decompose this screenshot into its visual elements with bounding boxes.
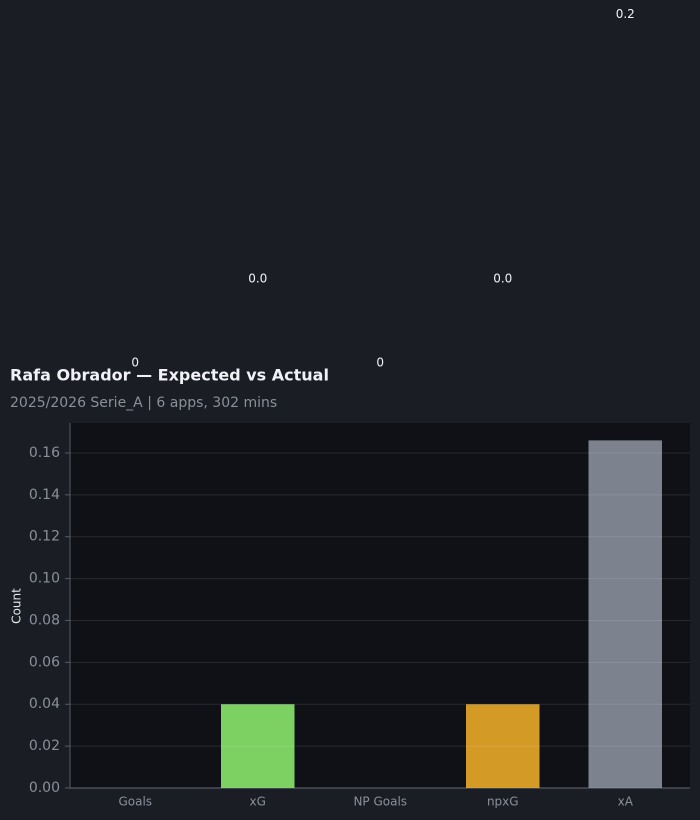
y-tick-label: 0.08 <box>29 612 60 628</box>
y-tick-label: 0.12 <box>29 529 60 545</box>
x-tick-label: NP Goals <box>353 795 407 809</box>
value-label: 0.0 <box>248 272 267 286</box>
x-tick-label: xG <box>250 795 266 809</box>
y-tick-label: 0.14 <box>29 487 60 503</box>
y-tick-label: 0.04 <box>29 696 60 712</box>
plot-area <box>70 423 690 788</box>
bar <box>466 704 540 788</box>
y-tick-label: 0.10 <box>29 571 60 587</box>
y-tick-label: 0.16 <box>29 445 60 461</box>
y-tick-label: 0.02 <box>29 738 60 754</box>
bar <box>221 704 295 788</box>
value-label: 0.0 <box>493 272 512 286</box>
value-label: 0 <box>376 356 384 370</box>
y-tick-label: 0.00 <box>29 780 60 796</box>
x-tick-label: npxG <box>487 795 519 809</box>
chart-subtitle: 2025/2026 Serie_A | 6 apps, 302 mins <box>10 395 277 411</box>
chart-title: Rafa Obrador — Expected vs Actual <box>10 366 329 385</box>
y-tick-label: 0.06 <box>29 654 60 670</box>
y-axis-label: Count <box>10 588 24 624</box>
value-label: 0 <box>131 356 139 370</box>
x-tick-label: xA <box>618 795 634 809</box>
x-tick-label: Goals <box>118 795 152 809</box>
bar <box>588 440 662 788</box>
value-label: 0.2 <box>616 7 635 21</box>
